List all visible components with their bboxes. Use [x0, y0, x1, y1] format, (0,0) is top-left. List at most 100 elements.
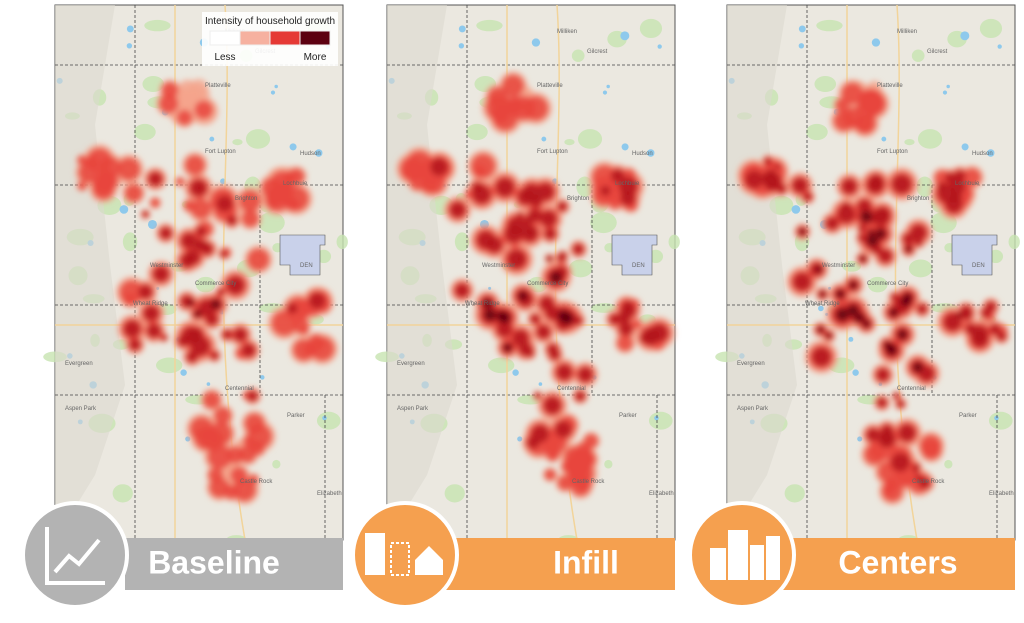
place-label: Centennial: [897, 386, 926, 392]
heat-blob: [143, 305, 159, 321]
heat-blob: [91, 172, 115, 195]
heat-blob: [158, 93, 179, 114]
heat-blob: [882, 433, 893, 445]
place-label: Brighton: [235, 196, 257, 202]
place-label: DEN: [972, 263, 985, 269]
heat-blob: [826, 217, 839, 230]
heat-blob: [188, 300, 194, 306]
heat-blob: [484, 309, 496, 321]
park: [814, 76, 837, 93]
water: [512, 369, 519, 376]
place-label: Evergreen: [737, 361, 765, 367]
icon-building: [710, 548, 726, 580]
place-label: DEN: [300, 263, 313, 269]
heat-blob: [919, 434, 942, 457]
water: [126, 25, 134, 33]
heat-blob: [917, 304, 927, 314]
heat-blob: [77, 155, 87, 166]
heat-blob: [238, 190, 261, 212]
heat-blob: [836, 308, 849, 321]
heat-layer: [737, 79, 1010, 506]
heat-blob: [816, 266, 822, 272]
heat-blob: [288, 168, 305, 185]
heat-blob: [185, 249, 201, 265]
heat-blob: [496, 321, 513, 337]
heat-blob: [160, 334, 167, 341]
heat-blob: [861, 91, 887, 117]
icon: [365, 533, 443, 576]
heat-blob: [501, 74, 525, 97]
heat-blob: [557, 310, 570, 322]
heat-blob: [517, 212, 524, 219]
heat-blob: [774, 163, 781, 170]
heat-blob: [841, 179, 857, 194]
heat-blob: [937, 182, 948, 192]
place-label: Lochbuie: [615, 181, 640, 187]
legend: Intensity of household growth Less More: [202, 12, 338, 66]
heat-blob: [307, 334, 325, 352]
mountains: [55, 5, 125, 540]
scenario-label: Centers: [838, 544, 957, 580]
water: [538, 382, 543, 386]
water: [488, 286, 492, 290]
park: [979, 18, 1003, 39]
heat-blob: [548, 453, 557, 462]
place-label: Evergreen: [65, 361, 93, 367]
water: [119, 205, 129, 214]
heat-blob: [645, 328, 660, 343]
park: [911, 49, 925, 62]
heat-blob: [861, 211, 872, 222]
park: [784, 484, 805, 503]
park: [245, 129, 271, 149]
water: [791, 205, 801, 214]
water: [621, 143, 629, 151]
heat-blob: [837, 205, 856, 223]
place-label: Wheat Ridge: [465, 301, 500, 307]
heat-blob: [919, 477, 931, 489]
water: [818, 305, 824, 312]
heat-blob: [876, 368, 890, 382]
heat-blob: [867, 235, 878, 246]
heat-blob: [618, 177, 638, 196]
place-label: Centennial: [557, 386, 586, 392]
heat-blob: [882, 482, 896, 496]
water: [260, 375, 265, 380]
heat-blob: [996, 331, 1006, 341]
park: [590, 212, 617, 234]
heat-blob: [286, 197, 300, 211]
place-label: Brighton: [567, 196, 589, 202]
heat-blob: [764, 157, 772, 166]
park: [917, 129, 943, 149]
heat-blob: [866, 176, 884, 194]
heat-blob: [870, 245, 878, 253]
park: [867, 276, 888, 293]
place-label: Lochbuie: [955, 181, 980, 187]
park: [908, 259, 933, 278]
place-label: Elizabeth: [989, 491, 1014, 497]
heat-blob: [863, 444, 885, 465]
heat-blob: [841, 202, 851, 212]
heat-blob: [142, 211, 149, 218]
heat-blob: [309, 292, 326, 309]
heat-blob: [639, 334, 648, 343]
park: [590, 303, 619, 313]
heat-blob: [912, 463, 920, 471]
heat-blob: [878, 249, 892, 263]
heat-blob: [161, 81, 179, 99]
legend-title: Intensity of household growth: [205, 16, 335, 27]
heat-blob: [913, 362, 923, 372]
heat-blob: [544, 228, 556, 240]
heat-blob: [148, 172, 162, 186]
heat-blob: [619, 322, 633, 336]
heat-blob: [202, 391, 221, 409]
heat-blob: [530, 314, 540, 324]
airport: [279, 234, 326, 276]
water: [147, 219, 157, 229]
place-label: Fort Lupton: [877, 149, 908, 155]
park: [648, 411, 673, 430]
icon-building: [766, 536, 780, 580]
place-label: Wheat Ridge: [805, 301, 840, 307]
place-label: Aspen Park: [397, 406, 429, 412]
water: [274, 84, 278, 89]
